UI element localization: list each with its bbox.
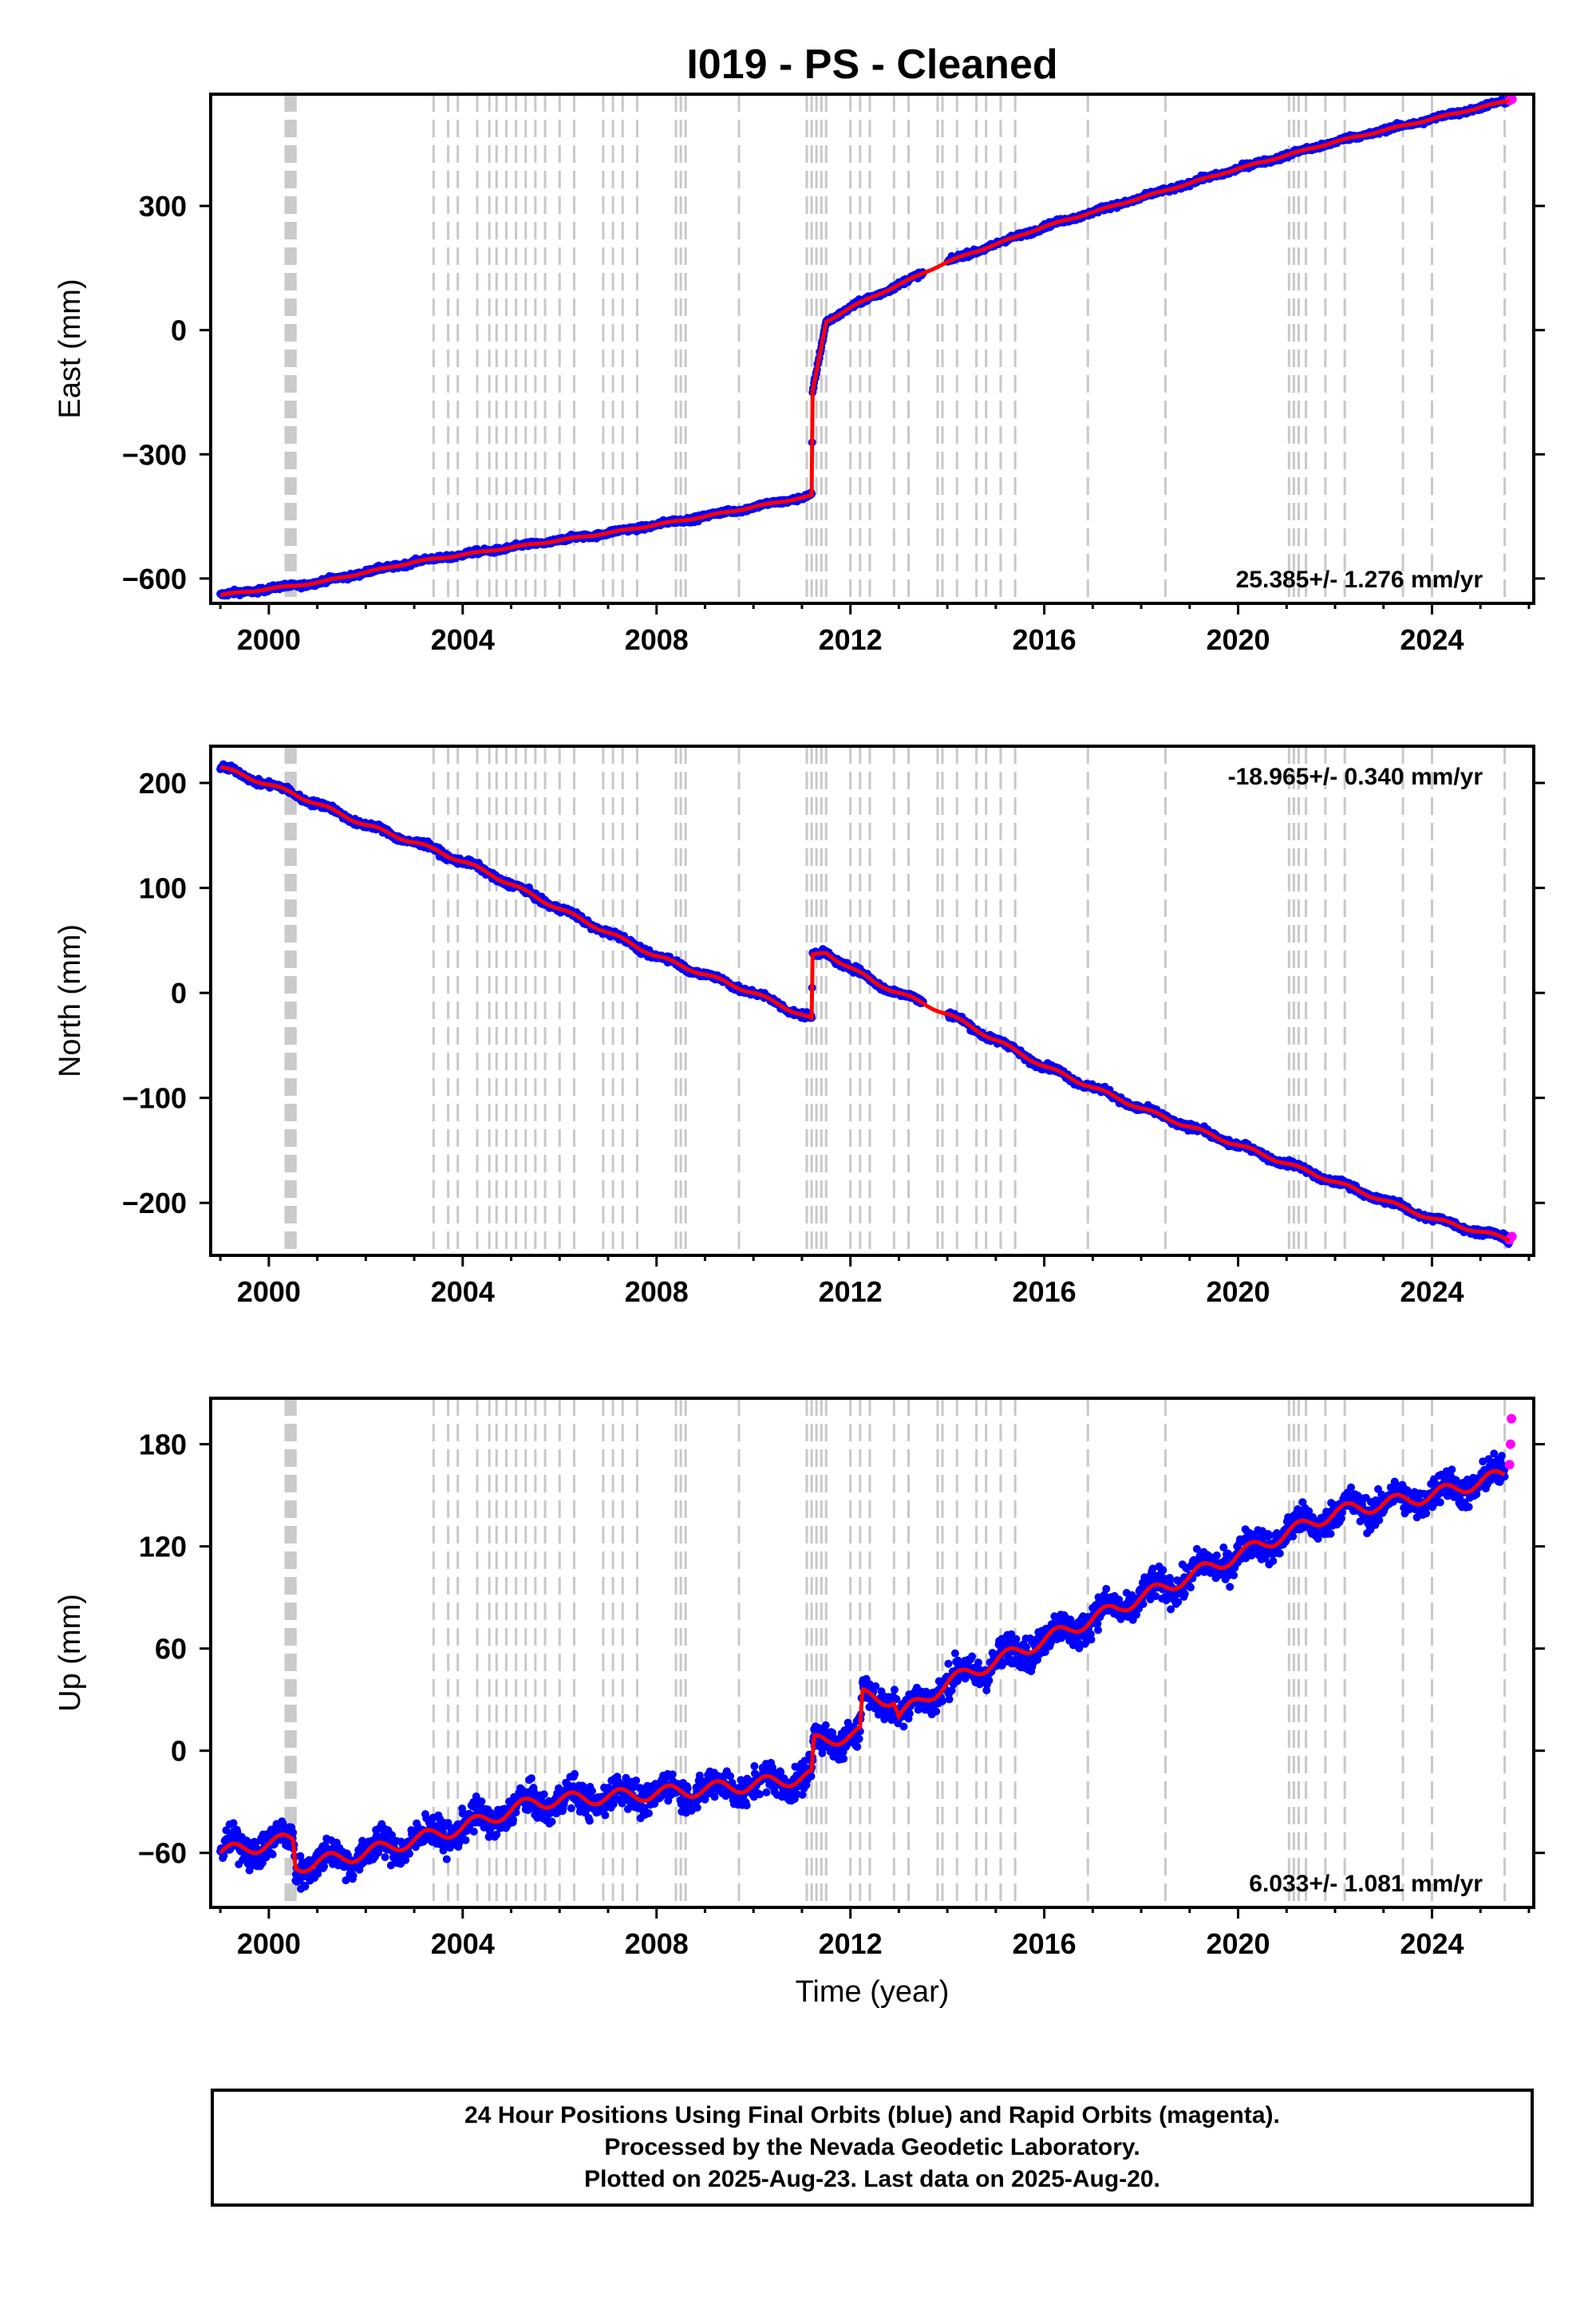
y-tick-label: 0 [171,314,187,347]
east-model-line [219,98,1511,598]
y-tick-label: 300 [139,190,187,223]
y-tick-label: −600 [122,563,187,595]
x-tick-label-2004: 2004 [431,623,495,656]
east-frame [209,93,1535,605]
chart-title: I019 - PS - Cleaned [686,41,1057,88]
east-final-orbit-points [216,95,1514,600]
north-panel: 2000 2004 2008 2012 2016 2020 2024−200−1000100… [53,745,1545,1308]
gnss-time-series-chart: 2000 2004 2008 2012 2016 2020 2024 −600 −300 0 300… [53,41,1545,2009]
x-tick-label-2024: 2024 [1400,623,1464,656]
east-rate-label: 25.385+/- 1.276 mm/yr [1236,567,1483,593]
north-final-orbit-points [216,760,1514,1248]
east-plot-area [216,94,1517,603]
east-panel: 2000 2004 2008 2012 2016 2020 2024 −600 −300 0 300… [53,41,1545,656]
x-tick-label-2008: 2008 [625,623,689,656]
east-y-axis-label: East (mm) [53,279,87,418]
x-tick-label-2000: 2000 [237,623,301,656]
x-tick-label-2016: 2016 [1013,623,1077,656]
x-tick-label-2020: 2020 [1206,623,1270,656]
x-tick-label-2012: 2012 [819,623,883,656]
north-plot-area [216,746,1517,1255]
y-tick-label: −300 [122,438,187,471]
